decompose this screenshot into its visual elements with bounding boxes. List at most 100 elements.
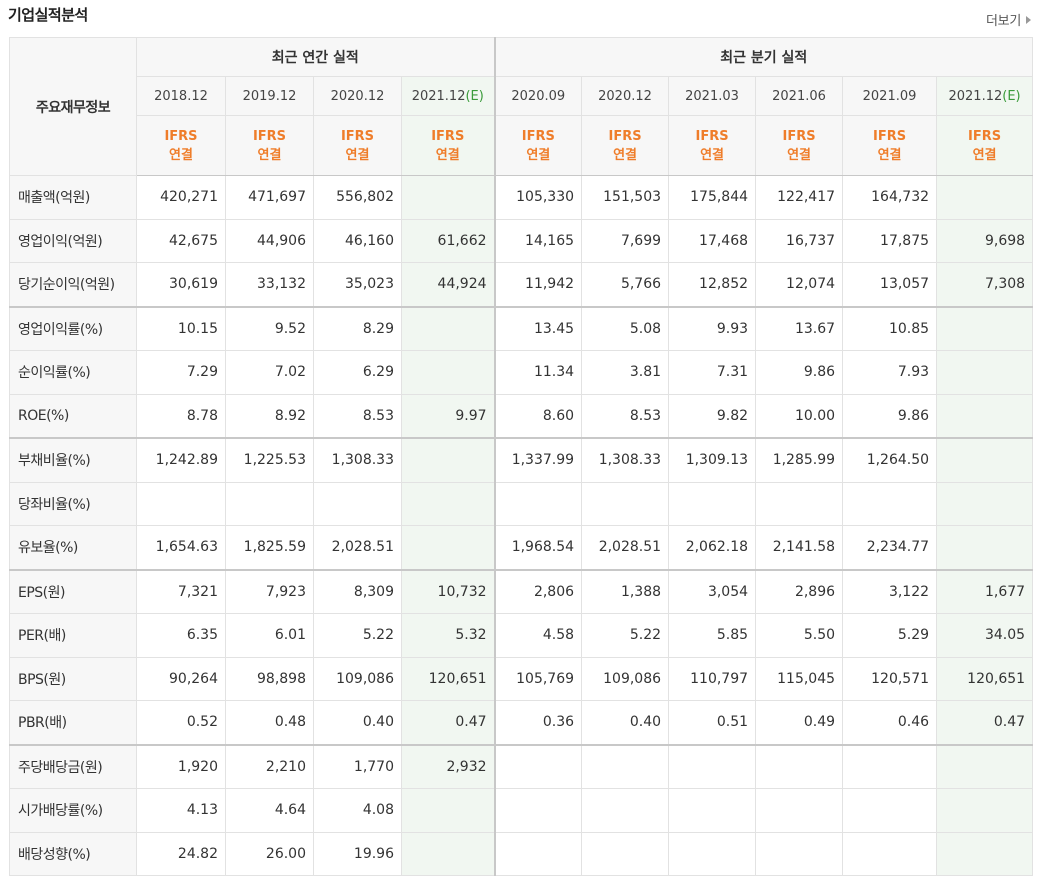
row-label: 매출액(억원) — [9, 175, 137, 220]
ifrs-label: IFRS — [695, 128, 729, 144]
table-cell: 151,503 — [581, 175, 670, 220]
table-cell: 1,770 — [313, 743, 402, 789]
table-cell: 9.97 — [400, 393, 496, 439]
accounting-standard-label: IFRS 연결 — [936, 115, 1034, 176]
table-cell: 175,844 — [668, 175, 757, 220]
period-header: 2021.12(E) — [936, 76, 1034, 116]
consolidated-label: 연결 — [345, 147, 370, 163]
table-cell — [936, 743, 1034, 789]
more-link[interactable]: 더보기 — [986, 10, 1031, 29]
row-label: 주당배당금(원) — [9, 743, 137, 789]
table-cell — [936, 305, 1034, 351]
table-cell: 8.53 — [581, 393, 670, 439]
table-cell — [842, 743, 938, 789]
table-cell: 9.93 — [668, 305, 757, 351]
table-row: 당기순이익(억원) 30,619 33,132 35,023 44,924 11,942 5… — [9, 262, 1034, 307]
table-cell: 7.29 — [136, 350, 226, 395]
table-cell: 6.35 — [136, 613, 226, 658]
table-cell: 2,932 — [400, 743, 496, 789]
table-cell: 2,141.58 — [755, 525, 844, 570]
row-label-header: 주요재무정보 — [9, 37, 137, 176]
table-cell — [755, 743, 844, 789]
table-cell: 1,309.13 — [668, 437, 757, 483]
table-cell: 1,388 — [581, 568, 670, 614]
period-date: 2018.12 — [154, 88, 208, 104]
financial-table: 주요재무정보 최근 연간 실적 최근 분기 실적 2018.12 2019.12 2… — [9, 37, 1034, 876]
table-cell: 10.85 — [842, 305, 938, 351]
table-cell: 1,677 — [936, 568, 1034, 614]
table-row: 영업이익(억원) 42,675 44,906 46,160 61,662 14,165 7,… — [9, 218, 1034, 263]
table-cell — [842, 788, 938, 833]
accounting-standard-label: IFRS 연결 — [842, 115, 938, 176]
ifrs-label: IFRS — [968, 128, 1002, 144]
table-cell: 105,769 — [493, 656, 583, 701]
table-cell: 1,968.54 — [493, 525, 583, 570]
consolidated-label: 연결 — [877, 147, 902, 163]
row-label: BPS(원) — [9, 656, 137, 701]
period-header: 2021.06 — [755, 76, 844, 116]
accounting-standard-label: IFRS 연결 — [400, 115, 496, 176]
table-cell: 0.49 — [755, 700, 844, 745]
table-cell: 1,285.99 — [755, 437, 844, 483]
table-cell: 7.93 — [842, 350, 938, 395]
table-row: BPS(원) 90,264 98,898 109,086 120,651 105,769 1… — [9, 656, 1034, 701]
table-cell: 17,875 — [842, 218, 938, 263]
table-cell — [755, 831, 844, 876]
table-cell — [936, 788, 1034, 833]
arrow-right-icon — [1026, 16, 1031, 24]
table-cell: 7,923 — [225, 568, 314, 614]
table-cell: 0.36 — [493, 700, 583, 745]
table-cell: 9.86 — [842, 393, 938, 439]
section-title: 기업실적분석 — [8, 6, 88, 24]
consolidated-label: 연결 — [435, 147, 460, 163]
row-label: 부채비율(%) — [9, 437, 137, 483]
table-cell: 16,737 — [755, 218, 844, 263]
table-cell: 7.31 — [668, 350, 757, 395]
table-cell: 0.46 — [842, 700, 938, 745]
table-cell — [581, 788, 670, 833]
table-cell — [936, 175, 1034, 220]
table-cell — [400, 175, 496, 220]
table-row: 주당배당금(원) 1,920 2,210 1,770 2,932 — [9, 743, 1034, 789]
ifrs-label: IFRS — [521, 128, 555, 144]
table-row: 순이익률(%) 7.29 7.02 6.29 11.34 3.81 7.31 9.86 7.93 — [9, 350, 1034, 395]
row-label: 배당성향(%) — [9, 831, 137, 876]
accounting-standard-label: IFRS 연결 — [136, 115, 226, 176]
table-cell: 2,234.77 — [842, 525, 938, 570]
accounting-standard-label: IFRS 연결 — [493, 115, 583, 176]
period-date: 2021.12 — [411, 88, 466, 104]
table-cell: 10,732 — [400, 568, 496, 614]
table-cell — [493, 743, 583, 789]
table-cell: 1,654.63 — [136, 525, 226, 570]
period-date: 2021.03 — [685, 88, 739, 104]
table-cell: 10.15 — [136, 305, 226, 351]
ifrs-label: IFRS — [340, 128, 375, 144]
accounting-standard-label: IFRS 연결 — [225, 115, 314, 176]
table-cell: 5.32 — [400, 613, 496, 658]
table-cell: 24.82 — [136, 831, 226, 876]
table-cell — [400, 350, 496, 395]
table-cell: 9,698 — [936, 218, 1034, 263]
table-cell — [755, 481, 844, 526]
table-cell: 11.34 — [493, 350, 583, 395]
table-cell — [225, 481, 314, 526]
period-date: 2020.12 — [598, 88, 652, 104]
ifrs-label: IFRS — [608, 128, 642, 144]
period-header: 2020.12 — [313, 76, 402, 116]
table-cell: 8.60 — [493, 393, 583, 439]
table-cell: 4.64 — [225, 788, 314, 833]
table-cell: 9.82 — [668, 393, 757, 439]
table-cell: 8,309 — [313, 568, 402, 614]
table-cell: 5.85 — [668, 613, 757, 658]
table-cell — [755, 788, 844, 833]
table-row: 유보율(%) 1,654.63 1,825.59 2,028.51 1,968.54 2,… — [9, 525, 1034, 570]
ifrs-label: IFRS — [431, 128, 465, 144]
row-label: 당기순이익(억원) — [9, 262, 137, 307]
table-cell: 5.50 — [755, 613, 844, 658]
table-cell: 471,697 — [225, 175, 314, 220]
table-cell: 115,045 — [755, 656, 844, 701]
table-cell: 33,132 — [225, 262, 314, 307]
table-cell: 61,662 — [400, 218, 496, 263]
table-cell — [936, 350, 1034, 395]
table-cell: 109,086 — [313, 656, 402, 701]
